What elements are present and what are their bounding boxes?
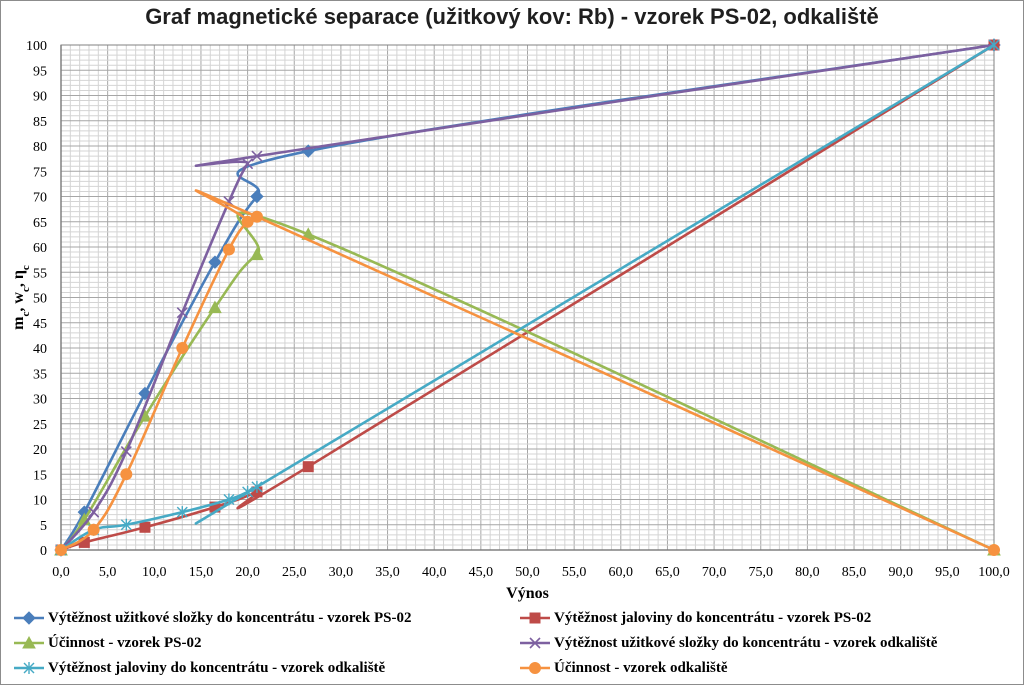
y-tick-label: 45 (33, 317, 47, 332)
y-tick-label: 100 (26, 39, 47, 54)
data-point (242, 158, 254, 170)
x-tick-label: 80,0 (795, 565, 820, 580)
series-line (60, 189, 995, 552)
data-point (208, 255, 222, 269)
y-tick-label: 80 (33, 140, 47, 155)
legend-swatch (14, 635, 44, 649)
x-tick-label: 95,0 (935, 565, 960, 580)
x-tick-label: 55,0 (562, 565, 587, 580)
y-tick-label: 50 (33, 292, 47, 307)
y-tick-label: 85 (33, 115, 47, 130)
x-tick-label: 40,0 (422, 565, 447, 580)
legend-item: Výtěžnost užitkové složky do koncentrátu… (520, 632, 937, 654)
x-tick-label: 100,0 (978, 565, 1010, 580)
data-point (222, 243, 235, 256)
x-tick-label: 10,0 (142, 565, 167, 580)
x-tick-label: 30,0 (329, 565, 354, 580)
plot-area: 0,0 5,0 10,0 15,0 20,0 25,0 30,0 35,0 40,0 45,0 50… (10, 38, 1010, 602)
x-tick-label: 70,0 (702, 565, 727, 580)
x-tick-label: 15,0 (189, 565, 214, 580)
legend-item: Výtěžnost jaloviny do koncentrátu - vzor… (520, 607, 871, 629)
data-point (55, 544, 67, 556)
legend-swatch (14, 662, 44, 674)
legend-item: Výtěžnost jaloviny do koncentrátu - vzor… (14, 657, 385, 679)
x-tick-label: 65,0 (655, 565, 680, 580)
y-tick-label: 10 (33, 494, 47, 509)
series-layer (54, 38, 1001, 557)
y-tick-label: 75 (33, 165, 47, 180)
x-tick-label: 50,0 (515, 565, 540, 580)
legend-label: Účinnost - vzorek odkaliště (554, 659, 728, 676)
data-point (250, 247, 264, 261)
y-tick-label: 70 (33, 191, 47, 206)
data-point (139, 521, 151, 533)
y-tick-label: 90 (33, 90, 47, 105)
legend-label: Výtěžnost jaloviny do koncentrátu - vzor… (48, 659, 386, 676)
data-point (120, 518, 132, 531)
chart-title: Graf magnetické separace (užitkový kov: … (145, 4, 879, 29)
x-tick-label: 0,0 (52, 565, 70, 580)
y-tick-label: 35 (33, 367, 47, 382)
data-point (87, 523, 100, 536)
legend-item: Účinnost - vzorek odkaliště (520, 657, 727, 679)
data-point (250, 189, 264, 204)
series-6 (55, 189, 1000, 556)
data-point (241, 215, 254, 228)
data-point (242, 485, 254, 498)
x-tick-label: 90,0 (888, 565, 913, 580)
data-point (120, 468, 133, 481)
data-point (250, 210, 263, 223)
legend-label: Výtěžnost jaloviny do koncentrátu - vzor… (554, 609, 872, 626)
y-tick-label: 30 (33, 393, 47, 408)
data-point (208, 300, 222, 314)
x-tick-label: 20,0 (235, 565, 260, 580)
x-tick-label: 35,0 (375, 565, 400, 580)
axes (60, 44, 995, 551)
y-tick-label: 15 (33, 468, 47, 483)
data-point (176, 307, 188, 319)
data-point (120, 445, 132, 458)
x-tick-label: 25,0 (282, 565, 307, 580)
legend-swatch (520, 612, 550, 624)
x-axis-title: Výnos (506, 585, 549, 602)
legend: Výtěžnost užitkové složky do koncentrátu… (14, 605, 1014, 681)
legend-item: Výtěžnost užitkové složky do koncentrátu… (14, 607, 411, 629)
legend-swatch (520, 637, 550, 649)
data-point (251, 480, 263, 493)
data-point (88, 506, 100, 518)
data-point (988, 39, 1000, 51)
x-tick-label: 5,0 (99, 565, 117, 580)
legend-swatch (520, 662, 550, 674)
grid (60, 44, 995, 551)
legend-label: Výtěžnost užitkové složky do koncentrátu… (554, 634, 938, 651)
tick-labels: 0,0 5,0 10,0 15,0 20,0 25,0 30,0 35,0 40,0 45,0 50… (26, 39, 1010, 580)
legend-swatch (14, 611, 44, 625)
y-tick-label: 95 (33, 64, 47, 79)
data-point (176, 506, 188, 519)
data-point (988, 544, 1000, 556)
y-axis-title: mc, wc, ηc (10, 265, 32, 330)
data-point (223, 493, 235, 506)
y-tick-label: 65 (33, 216, 47, 231)
series-line (60, 43, 995, 551)
data-point (251, 150, 263, 162)
y-tick-label: 20 (33, 443, 47, 458)
y-tick-label: 55 (33, 266, 47, 281)
x-tick-label: 75,0 (749, 565, 774, 580)
data-point (176, 342, 189, 354)
y-tick-label: 5 (40, 519, 47, 534)
x-tick-label: 60,0 (609, 565, 634, 580)
data-point (302, 461, 314, 473)
legend-label: Účinnost - vzorek PS-02 (48, 634, 202, 651)
legend-label: Výtěžnost užitkové složky do koncentrátu… (48, 609, 412, 626)
y-tick-label: 0 (40, 544, 47, 559)
x-tick-label: 45,0 (469, 565, 494, 580)
y-tick-label: 25 (33, 418, 47, 433)
x-tick-label: 85,0 (842, 565, 867, 580)
y-tick-label: 60 (33, 241, 47, 256)
legend-item: Účinnost - vzorek PS-02 (14, 632, 201, 654)
y-tick-label: 40 (33, 342, 47, 357)
